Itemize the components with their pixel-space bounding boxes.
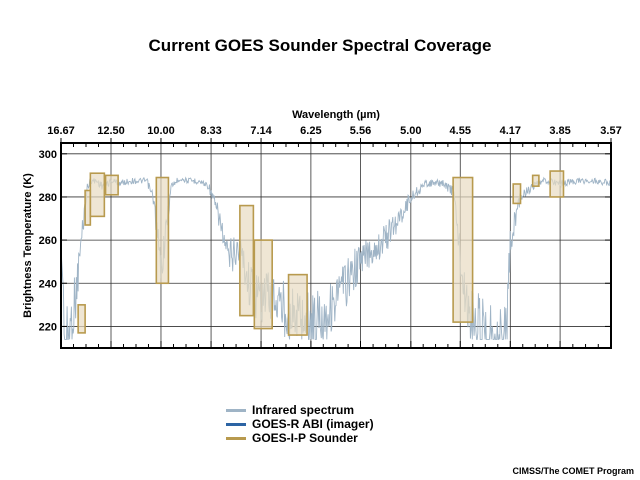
- legend-label-sounder: GOES-I-P Sounder: [252, 431, 358, 445]
- sounder-band-3: [89, 172, 106, 218]
- sounder-band-1: [77, 304, 86, 334]
- sounder-band-12: [549, 170, 565, 198]
- sounder-band-11: [531, 174, 540, 187]
- legend-swatch-infrared: [226, 408, 246, 412]
- x-tick-label-11: 3.57: [600, 125, 621, 137]
- credit-text: CIMSS/The COMET Program: [512, 466, 634, 476]
- legend-swatch-abi: [226, 422, 246, 426]
- legend-item-infrared: Infrared spectrum: [226, 403, 374, 417]
- x-tick-label-6: 5.56: [350, 125, 371, 137]
- sounder-band-9: [452, 176, 474, 323]
- chart-title: Current GOES Sounder Spectral Coverage: [148, 36, 492, 55]
- x-tick-label-8: 4.55: [450, 125, 471, 137]
- legend: Infrared spectrum GOES-R ABI (imager) GO…: [226, 403, 374, 445]
- x-tick-label-3: 8.33: [200, 125, 221, 137]
- sounder-band-4: [104, 174, 119, 196]
- legend-swatch-sounder: [226, 436, 246, 440]
- sounder-band-10: [512, 183, 522, 205]
- x-tick-label-0: 16.67: [47, 125, 75, 137]
- y-tick-label-240: 240: [39, 278, 57, 290]
- sounder-band-6: [239, 204, 255, 317]
- plot-frame: [60, 142, 612, 349]
- y-tick-label-280: 280: [39, 192, 57, 204]
- x-tick-label-5: 6.25: [300, 125, 321, 137]
- legend-item-abi: GOES-R ABI (imager): [226, 417, 374, 431]
- sounder-band-8: [287, 273, 308, 336]
- x-tick-label-2: 10.00: [147, 125, 175, 137]
- x-tick-label-9: 4.17: [500, 125, 521, 137]
- y-tick-label-300: 300: [39, 149, 57, 161]
- legend-label-abi: GOES-R ABI (imager): [252, 417, 374, 431]
- x-tick-label-7: 5.00: [400, 125, 421, 137]
- y-axis-title: Brightness Temperature (K): [22, 173, 34, 318]
- sounder-band-7: [253, 239, 273, 330]
- legend-label-infrared: Infrared spectrum: [252, 403, 355, 417]
- x-axis-title: Wavelength (µm): [292, 109, 380, 121]
- y-tick-label-260: 260: [39, 235, 57, 247]
- legend-item-sounder: GOES-I-P Sounder: [226, 431, 374, 445]
- x-tick-label-4: 7.14: [250, 125, 272, 137]
- infrared-spectrum-line: [60, 176, 612, 340]
- x-tick-label-10: 3.85: [549, 125, 570, 137]
- sounder-band-5: [155, 176, 170, 285]
- x-tick-label-1: 12.50: [97, 125, 125, 137]
- y-tick-label-220: 220: [39, 321, 57, 333]
